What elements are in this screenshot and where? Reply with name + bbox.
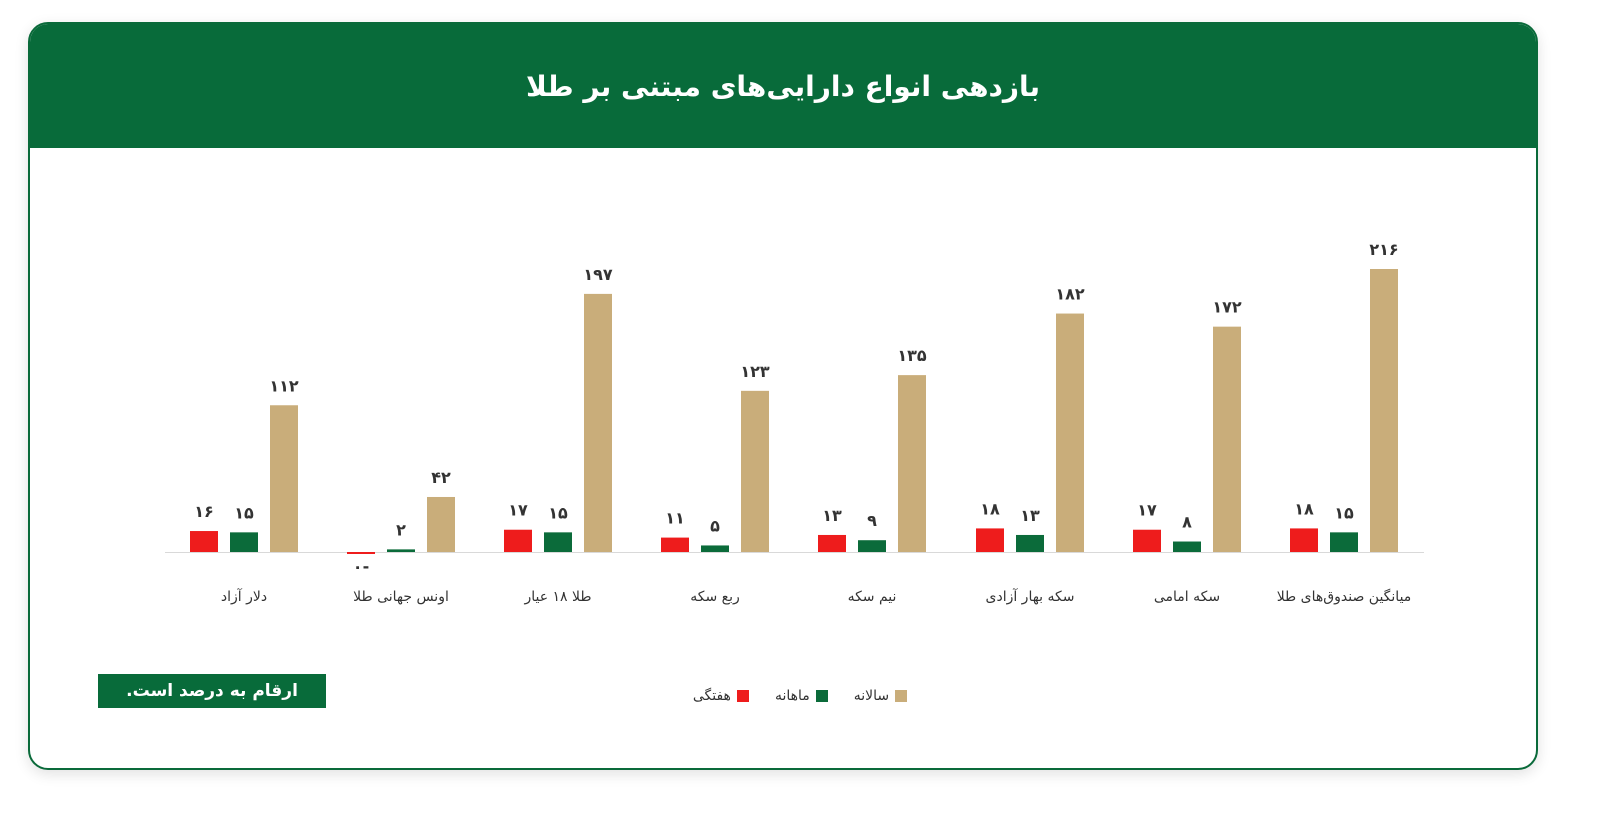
- bar-1-3: [504, 529, 532, 552]
- category-label: اونس جهانی طلا: [353, 589, 449, 605]
- data-label: ۹: [867, 511, 877, 530]
- bar-1-6: [976, 528, 1004, 552]
- bar-2-8: [1330, 532, 1358, 552]
- legend-item-3: سالانه: [853, 684, 908, 708]
- data-label: ۱۳: [1020, 506, 1040, 525]
- legend-label: سالانه: [853, 688, 890, 704]
- bar-2-4: [701, 545, 729, 552]
- bar-3-1: [270, 405, 298, 552]
- category-label: سکه امامی: [1154, 589, 1220, 605]
- legend-label: ماهانه: [774, 688, 810, 704]
- category-label: میانگین صندوق‌های طلا: [1277, 588, 1412, 605]
- bar-1-5: [818, 534, 846, 552]
- bar-2-3: [544, 532, 572, 552]
- bar-2-6: [1016, 534, 1044, 552]
- chart-title: بازدهی انواع دارایی‌های مبتنی بر طلا: [30, 24, 1536, 148]
- bar-1-1: [190, 531, 218, 552]
- bar-3-7: [1213, 326, 1241, 552]
- category-label: سکه بهار آزادی: [986, 588, 1075, 605]
- bar-1-8: [1290, 528, 1318, 552]
- data-label: ۱۶: [194, 502, 214, 521]
- data-label: ۱۳۵: [897, 346, 927, 365]
- bar-2-7: [1173, 541, 1201, 552]
- legend-item-2: ماهانه: [775, 684, 828, 708]
- bar-2-5: [858, 540, 886, 552]
- data-label: ۱۸۲: [1055, 285, 1085, 304]
- legend-item-1: هفتگی: [693, 684, 749, 708]
- bar-3-8: [1370, 269, 1398, 552]
- bar-1-7: [1133, 529, 1161, 552]
- category-label: ربع سکه: [690, 589, 740, 605]
- chart-card: بازدهی انواع دارایی‌های مبتنی بر طلا: [28, 22, 1538, 770]
- legend-swatch: [815, 690, 828, 702]
- chart-legend: هفتگی ماهانه سالانه: [640, 684, 960, 708]
- legend-swatch: [736, 690, 749, 702]
- data-label: ۱۵: [1334, 503, 1354, 522]
- data-label: ۱۱۲: [269, 376, 299, 395]
- data-label: ۲: [396, 520, 406, 539]
- data-label: ۱۵: [234, 503, 254, 522]
- data-label: ۱۸: [1294, 499, 1314, 518]
- bar-3-5: [898, 375, 926, 552]
- data-label: ۲۱۶: [1369, 240, 1398, 259]
- data-label: ۱۸: [980, 499, 1000, 518]
- bar-3-6: [1056, 313, 1084, 552]
- category-label: دلار آزاد: [221, 588, 267, 605]
- bar-3-3: [584, 293, 612, 552]
- data-label: ۱۷: [508, 501, 528, 520]
- category-label: طلا ۱۸ عیار: [523, 589, 591, 605]
- legend-label: هفتگی: [692, 688, 731, 704]
- data-label: ۱۳: [822, 506, 842, 525]
- bar-2-1: [230, 532, 258, 552]
- category-label: نیم سکه: [848, 589, 897, 605]
- data-label: ۰-: [353, 557, 369, 576]
- units-note: ارقام به درصد است.: [98, 674, 326, 708]
- data-label: ۴۲: [431, 468, 451, 487]
- bar-1-4: [661, 537, 689, 552]
- bar-3-2: [427, 496, 455, 552]
- bar-3-4: [741, 390, 769, 552]
- data-label: ۱۲۳: [740, 362, 770, 381]
- data-label: ۵: [710, 516, 720, 535]
- bar-2-2: [387, 549, 415, 552]
- data-label: ۱۱: [665, 509, 685, 528]
- data-label: ۸: [1182, 513, 1192, 532]
- data-label: ۱۹۷: [583, 265, 613, 284]
- legend-swatch: [895, 690, 908, 702]
- data-label: ۱۵: [548, 503, 568, 522]
- bar-1-2: [347, 552, 375, 554]
- data-label: ۱۷: [1137, 501, 1157, 520]
- data-label: ۱۷۲: [1212, 298, 1242, 317]
